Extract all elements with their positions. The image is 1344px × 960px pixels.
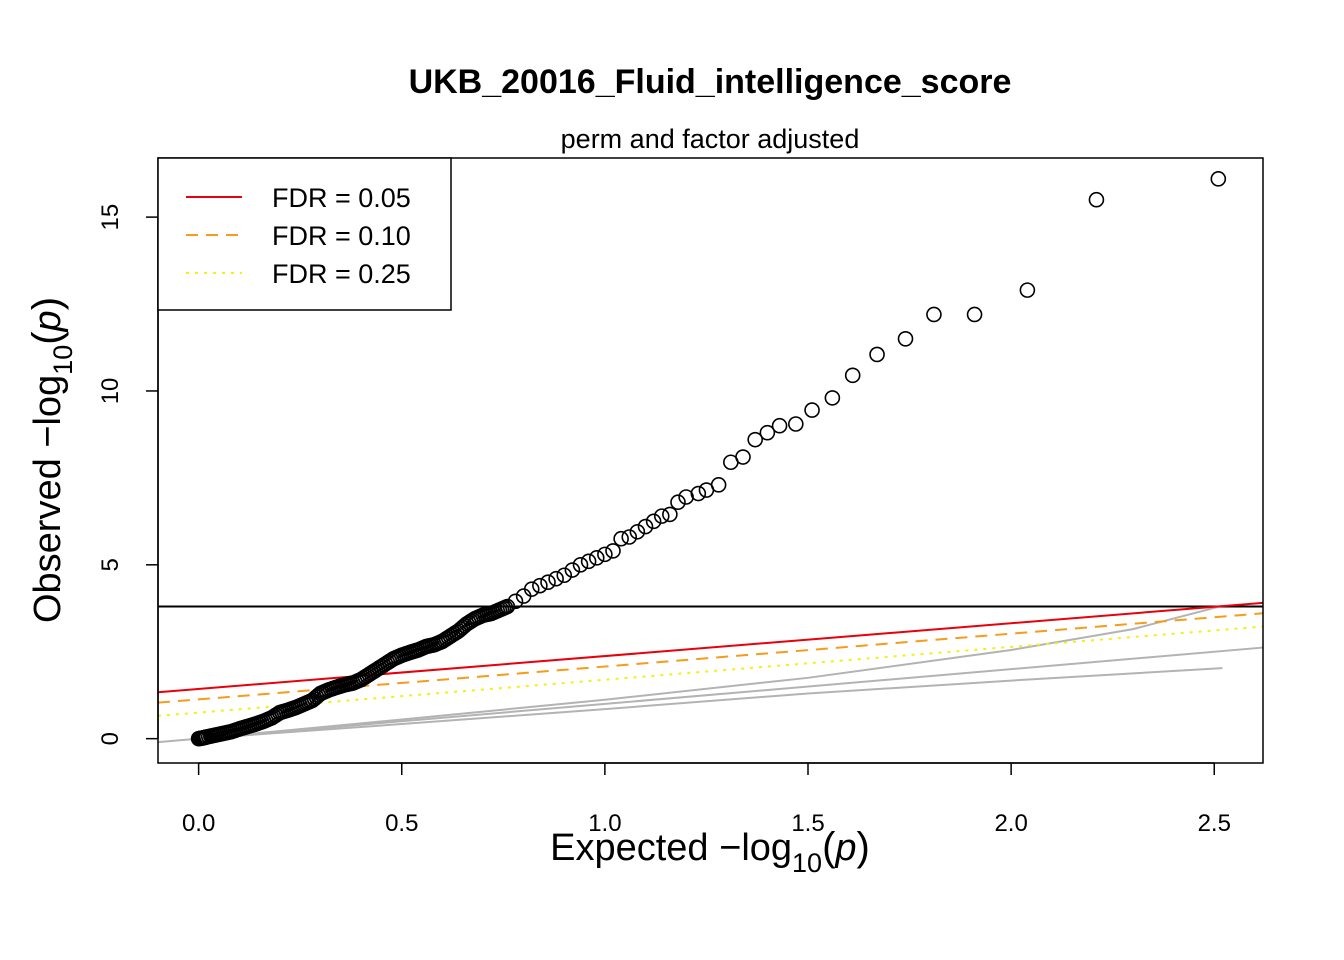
legend-label: FDR = 0.10 — [272, 221, 411, 251]
y-axis-label-group: Observed −log10(p) — [25, 297, 78, 623]
x-axis-label-paren-close: ) — [857, 825, 870, 869]
data-point — [597, 546, 613, 563]
data-point — [540, 574, 556, 590]
null-band-upper — [198, 604, 1223, 740]
x-axis-label-subscript: 10 — [792, 848, 822, 878]
x-tick-label: 2.0 — [994, 810, 1027, 837]
x-tick-label: 0.0 — [182, 810, 215, 837]
y-tick-label: 0 — [97, 732, 124, 745]
data-point — [926, 306, 942, 323]
x-axis-label-main: Expected −log — [550, 827, 792, 869]
data-point — [804, 402, 820, 418]
data-point — [637, 518, 654, 535]
chart-subtitle: perm and factor adjusted — [561, 124, 860, 154]
data-point — [564, 562, 581, 578]
legend: FDR = 0.05 FDR = 0.10 FDR = 0.25 — [157, 157, 452, 311]
data-point-dense — [444, 626, 461, 643]
null-band-expected — [157, 646, 1264, 744]
x-tick-label: 1.0 — [588, 810, 621, 837]
data-point — [580, 553, 597, 570]
data-point — [747, 431, 763, 448]
data-point — [548, 570, 564, 587]
y-axis-label-paren-close: ) — [25, 297, 69, 310]
data-point — [771, 417, 788, 434]
data-point — [1210, 171, 1227, 187]
y-axis-label-subscript: 10 — [48, 345, 78, 375]
data-point — [1088, 191, 1105, 208]
y-axis: 0 5 10 15 — [97, 204, 159, 745]
data-point — [613, 530, 629, 547]
x-tick-label: 0.5 — [385, 810, 418, 837]
data-point-dense — [497, 599, 514, 616]
data-point — [670, 494, 686, 511]
y-axis-label-paren-open: ( — [25, 331, 69, 345]
data-point — [698, 482, 715, 498]
legend-label: FDR = 0.05 — [272, 183, 411, 213]
data-points — [190, 171, 1227, 747]
data-point — [629, 523, 646, 540]
legend-label: FDR = 0.25 — [272, 259, 411, 289]
y-tick-label: 15 — [97, 204, 124, 231]
reference-lines — [157, 601, 1264, 744]
data-point — [653, 508, 670, 524]
data-point — [966, 306, 983, 323]
data-point — [532, 577, 548, 594]
data-point — [897, 331, 914, 347]
y-axis-label-main: Observed −log — [27, 375, 69, 623]
data-point — [1019, 282, 1036, 298]
data-point — [645, 513, 662, 530]
y-axis-label: Observed −log10(p) — [25, 297, 78, 623]
x-axis-label-variable: p — [834, 827, 856, 869]
data-point — [844, 367, 861, 384]
data-point — [605, 543, 621, 559]
x-tick-label: 1.5 — [791, 810, 824, 837]
data-point — [515, 588, 532, 604]
x-tick-label: 2.5 — [1198, 810, 1231, 837]
data-point — [788, 416, 804, 432]
data-point — [759, 424, 776, 441]
data-point — [723, 454, 739, 471]
x-axis-label: Expected −log10(p) — [550, 825, 870, 878]
null-band-lower — [198, 667, 1223, 740]
data-point — [869, 346, 885, 363]
chart-title: UKB_20016_Fluid_intelligence_score — [409, 63, 1012, 101]
data-point — [824, 390, 841, 406]
y-tick-label: 5 — [97, 558, 124, 571]
data-point — [678, 489, 694, 505]
data-point — [621, 529, 638, 545]
x-axis-label-paren-open: ( — [822, 825, 836, 869]
ref-line-fdr-0-05 — [157, 601, 1264, 694]
data-point — [556, 567, 573, 584]
y-axis-label-variable: p — [27, 310, 69, 332]
data-point — [662, 506, 678, 523]
data-point — [588, 550, 605, 566]
data-point — [572, 557, 589, 573]
ref-line-fdr-0-25 — [157, 625, 1264, 717]
y-tick-label: 10 — [97, 378, 124, 405]
x-axis: 0.0 0.5 1.0 1.5 2.0 2.5 — [182, 762, 1231, 837]
